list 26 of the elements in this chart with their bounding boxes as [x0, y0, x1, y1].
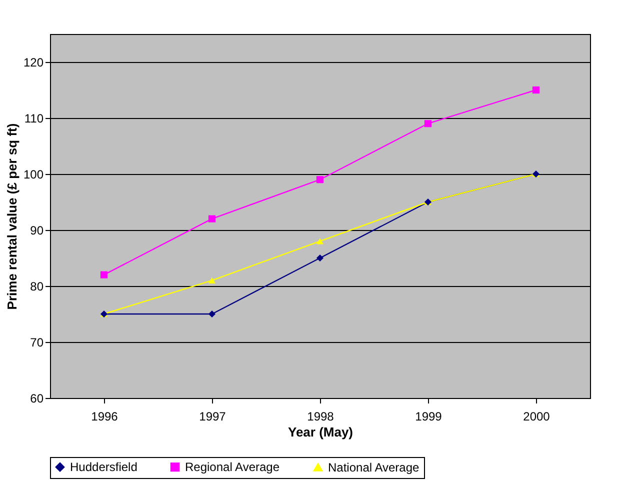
y-tick-label: 70 — [30, 336, 44, 350]
y-tick-label: 90 — [30, 224, 44, 238]
y-tick-label: 120 — [23, 56, 44, 70]
point — [316, 176, 324, 184]
x-tick-label: 2000 — [523, 410, 550, 424]
point — [208, 277, 216, 284]
x-tick-label: 1997 — [199, 410, 226, 424]
point — [208, 215, 216, 222]
point — [100, 271, 108, 278]
legend-label: National Average — [328, 460, 420, 474]
y-tick-label: 100 — [23, 168, 44, 182]
y-axis-title: Prime rental value (£ per sq ft) — [4, 123, 20, 310]
point — [316, 254, 324, 262]
y-tick-label: 110 — [24, 112, 44, 126]
x-tick-label: 1996 — [91, 410, 118, 424]
y-tick-label: 60 — [30, 392, 44, 406]
y-tick-label: 80 — [30, 280, 44, 294]
point — [532, 86, 540, 94]
legend-label: Regional Average — [185, 460, 280, 474]
x-tick-label: 1998 — [307, 410, 334, 424]
x-tick-label: 1999 — [415, 410, 442, 424]
point — [424, 120, 432, 128]
point — [208, 310, 216, 318]
legend-label: Huddersfield — [70, 460, 138, 474]
x-axis-title: Year (May) — [288, 424, 354, 440]
point — [316, 238, 324, 244]
